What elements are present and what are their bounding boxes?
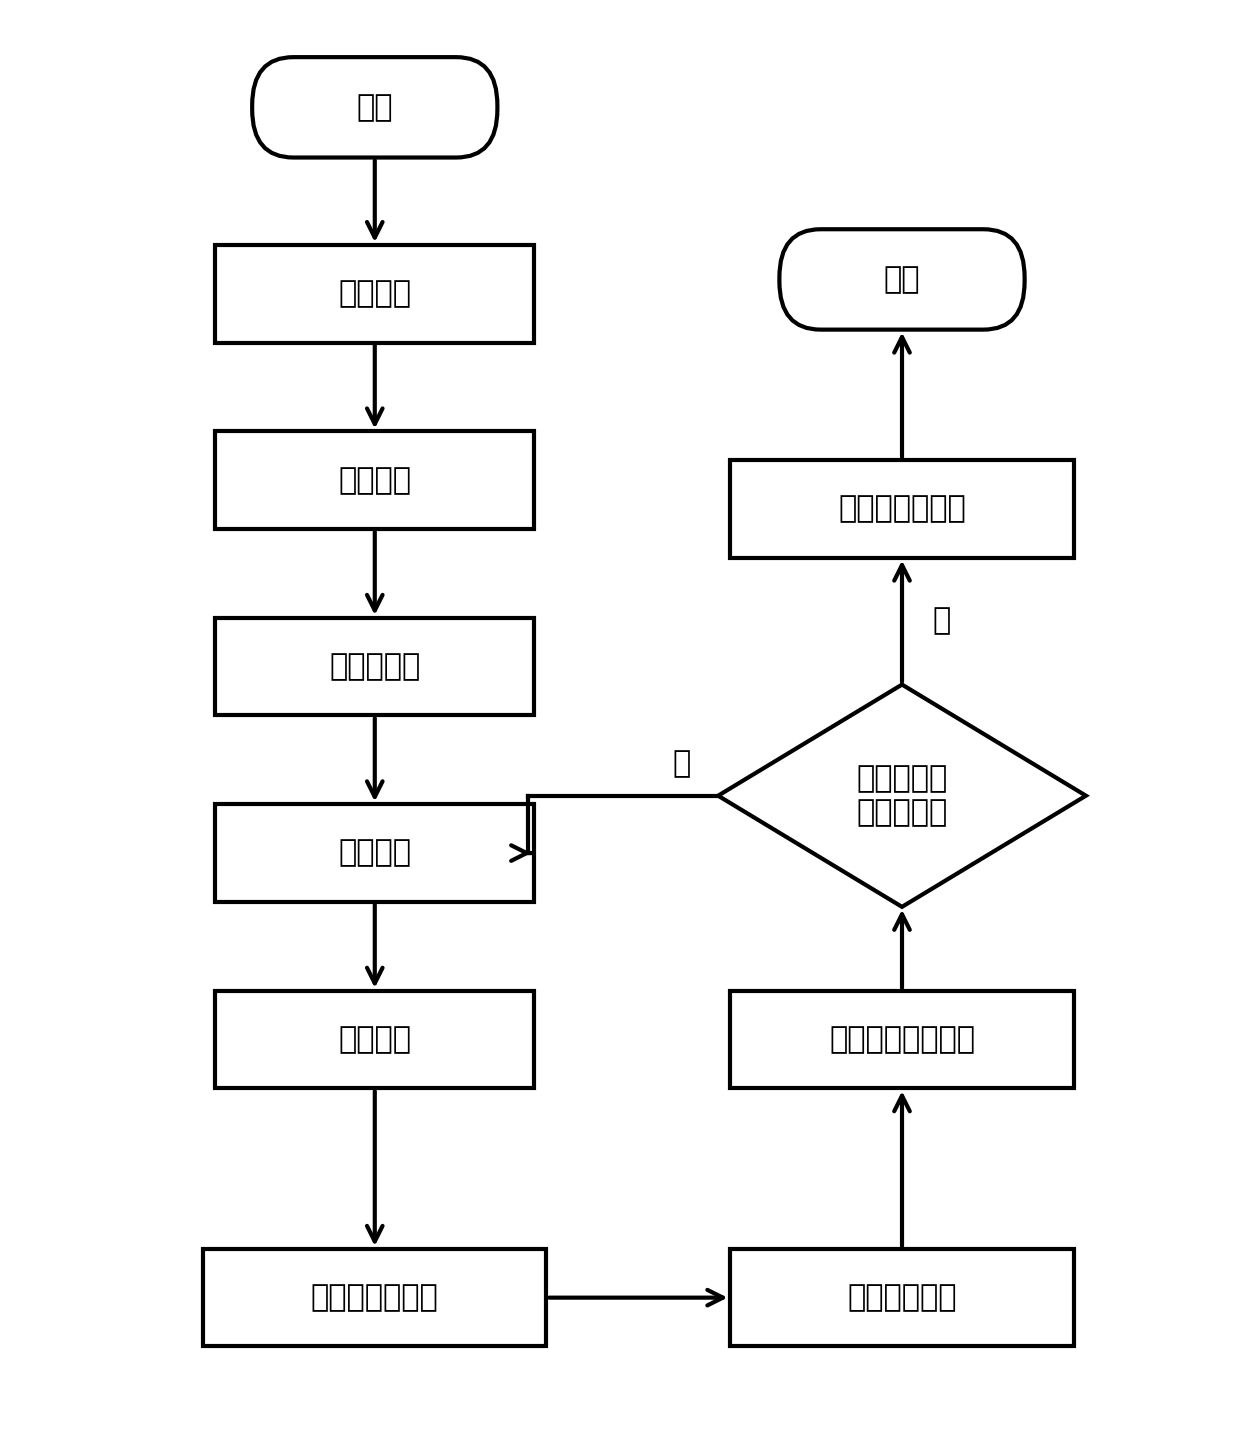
Text: 节点分组: 节点分组 [339,838,412,867]
Bar [216,990,534,1089]
Bar [216,804,534,902]
Text: 是: 是 [932,607,951,636]
Bar [216,618,534,715]
Bar [203,1248,547,1347]
Text: 算法是否达
到终止条件: 算法是否达 到终止条件 [857,765,947,827]
FancyBboxPatch shape [252,56,497,158]
Text: 开始: 开始 [357,93,393,122]
FancyBboxPatch shape [780,229,1024,330]
Text: 区域合并: 区域合并 [339,1025,412,1054]
Bar [216,245,534,343]
Text: 结束: 结束 [884,265,920,294]
Polygon shape [718,685,1086,906]
Text: 获得方案候选集: 获得方案候选集 [838,494,966,523]
Bar [216,432,534,529]
Text: 否: 否 [672,750,691,779]
Text: 初始化种群: 初始化种群 [329,652,420,681]
Text: 优化分区连通管: 优化分区连通管 [311,1283,439,1312]
Text: 计算目标函数: 计算目标函数 [847,1283,957,1312]
Bar [730,460,1074,557]
Text: 数据输入: 数据输入 [339,279,412,308]
Text: 选择、交叉、变异: 选择、交叉、变异 [830,1025,975,1054]
Bar [730,990,1074,1089]
Text: 选取干管: 选取干管 [339,466,412,495]
Bar [730,1248,1074,1347]
